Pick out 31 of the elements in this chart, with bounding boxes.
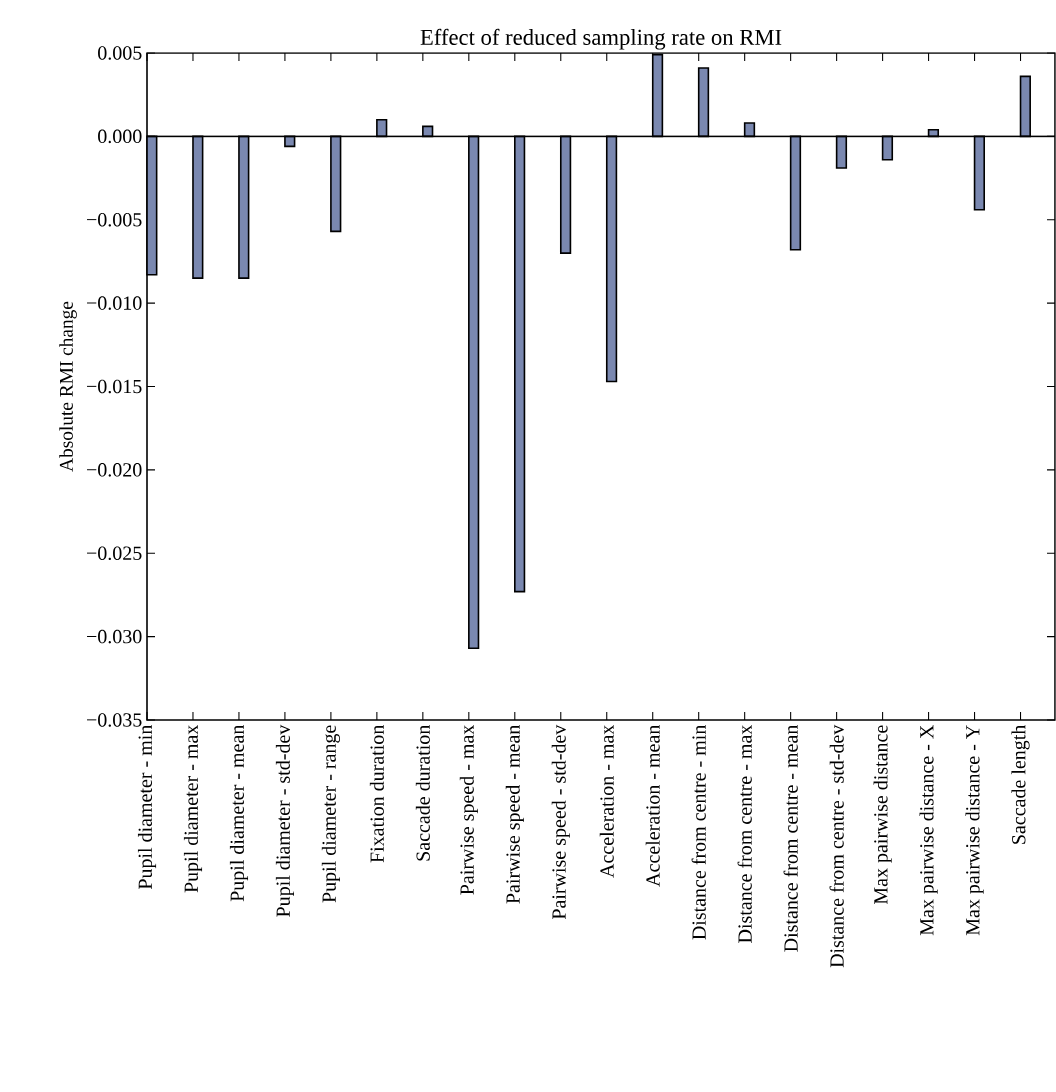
x-tick-label: Pupil diameter - std-dev — [275, 724, 295, 917]
y-tick-label: 0.005 — [98, 46, 142, 60]
chart-title: Effect of reduced sampling rate on RMI — [420, 28, 782, 50]
x-tick-label: Distance from centre - min — [691, 724, 706, 940]
x-tick-label: Pupil diameter - range — [321, 725, 341, 903]
y-tick-label: −0.025 — [87, 546, 142, 561]
x-tick-label: Acceleration - mean — [645, 724, 660, 887]
y-tick-label: −0.010 — [87, 296, 142, 310]
x-tick-label: Pairwise speed - mean — [505, 724, 524, 904]
y-tick-label: −0.005 — [87, 212, 142, 227]
x-tick-label: Pupil diameter - max — [184, 724, 203, 893]
x-tick-label: Pupil diameter - mean — [229, 724, 249, 902]
x-tick-label: Max pairwise distance — [873, 725, 892, 905]
y-tick-label: −0.035 — [87, 713, 142, 727]
y-tick-label: 0.000 — [98, 129, 142, 144]
x-tick-label: Acceleration - max — [599, 724, 614, 878]
x-tick-label: Saccade length — [1011, 724, 1030, 844]
x-tick-label: Max pairwise distance - X — [919, 725, 938, 936]
y-tick-label: −0.020 — [87, 463, 142, 477]
y-tick-label: −0.030 — [87, 629, 142, 644]
x-tick-label: Distance from centre - mean — [783, 724, 798, 952]
x-tick-label: Distance from centre - std-dev — [829, 724, 844, 968]
x-tick-label: Distance from centre - max — [737, 724, 752, 943]
x-tick-label: Pairwise speed - std-dev — [551, 724, 570, 920]
x-tick-label: Saccade duration — [415, 724, 430, 861]
y-axis-title: Absolute RMI change — [59, 301, 77, 472]
y-tick-label: −0.015 — [87, 379, 142, 394]
x-tick-label: Max pairwise distance - Y — [965, 725, 984, 936]
x-tick-label: Pupil diameter - min — [138, 724, 157, 890]
x-tick-label: Pairwise speed - max — [459, 724, 478, 895]
x-tick-label: Fixation duration — [369, 724, 384, 863]
